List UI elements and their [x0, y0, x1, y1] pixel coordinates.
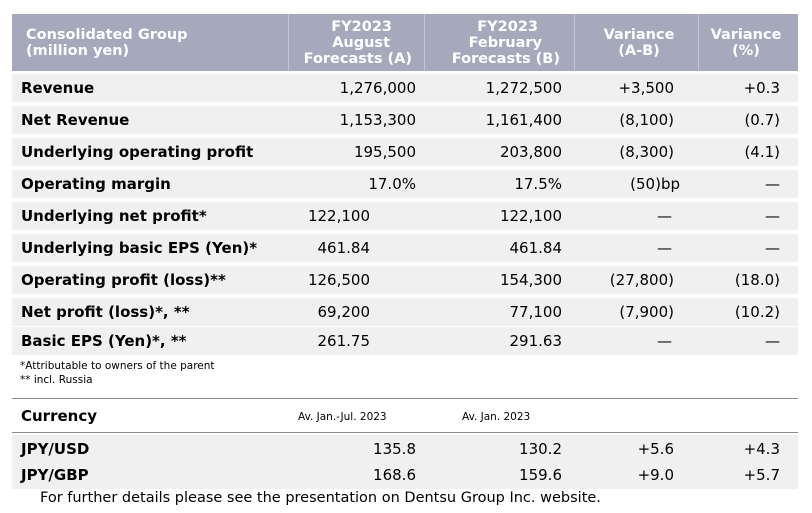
cell-variance-pct: +0.3: [743, 79, 780, 97]
cell-variance-pct: (4.1): [744, 143, 780, 161]
footer-note: For further details please see the prese…: [40, 490, 601, 506]
currency-period-august: Av. Jan.-Jul. 2023: [298, 411, 387, 423]
cell-february: 159.6: [519, 466, 562, 484]
header-august-forecast: FY2023 August Forecasts (A): [303, 18, 412, 67]
currency-period-february: Av. Jan. 2023: [462, 411, 531, 423]
header-divider: [288, 14, 289, 71]
footnote: *Attributable to owners of the parent: [20, 360, 215, 372]
section-divider: [12, 398, 798, 399]
cell-february: 1,161,400: [485, 111, 562, 129]
currency-row: JPY/GBP 168.6 159.6 +9.0 +5.7: [12, 461, 798, 489]
table-row: Operating profit (loss)** 126,500 154,30…: [12, 266, 798, 294]
header-group-label: Consolidated Group (million yen): [26, 26, 188, 59]
cell-variance: (8,300): [619, 143, 674, 161]
row-label: Underlying operating profit: [21, 143, 254, 161]
table-row: Revenue 1,276,000 1,272,500 +3,500 +0.3: [12, 74, 798, 102]
cell-february: 17.5%: [514, 175, 562, 193]
cell-variance-pct: (0.7): [744, 111, 780, 129]
cell-variance: +3,500: [618, 79, 674, 97]
currency-row: JPY/USD 135.8 130.2 +5.6 +4.3: [12, 435, 798, 463]
table-row: Basic EPS (Yen)*, ** 261.75 291.63 — —: [12, 327, 798, 355]
cell-august: 461.84: [317, 239, 371, 257]
table-row: Underlying net profit* 122,100 122,100 —…: [12, 202, 798, 230]
header-divider: [574, 14, 575, 71]
header-variance-amount: Variance (A-B): [603, 26, 675, 59]
table-row: Net profit (loss)*, ** 69,200 77,100 (7,…: [12, 298, 798, 326]
cell-august: 1,153,300: [339, 111, 416, 129]
row-label: Operating margin: [21, 175, 171, 193]
header-february-forecast: FY2023 February Forecasts (B): [451, 18, 560, 67]
cell-february: 291.63: [509, 332, 563, 350]
cell-variance: (27,800): [609, 271, 674, 289]
row-label: Basic EPS (Yen)*, **: [21, 332, 187, 350]
cell-variance: (8,100): [619, 111, 674, 129]
cell-august: 122,100: [307, 207, 370, 225]
cell-february: 77,100: [509, 303, 563, 321]
row-label: Underlying basic EPS (Yen)*: [21, 239, 258, 257]
row-label: Net profit (loss)*, **: [21, 303, 190, 321]
cell-august: 1,276,000: [339, 79, 416, 97]
footnotes: *Attributable to owners of the parent **…: [20, 359, 215, 387]
cell-august: 126,500: [307, 271, 370, 289]
header-divider: [698, 14, 699, 71]
footnote: ** incl. Russia: [20, 374, 93, 386]
table-row: Operating margin 17.0% 17.5% (50)bp —: [12, 170, 798, 198]
row-label: Revenue: [21, 79, 95, 97]
row-label: Operating profit (loss)**: [21, 271, 226, 289]
cell-variance-pct: (10.2): [734, 303, 780, 321]
cell-variance: (50)bp: [630, 175, 680, 193]
cell-august: 135.8: [373, 440, 416, 458]
cell-august: 17.0%: [368, 175, 416, 193]
table-header: Consolidated Group (million yen) FY2023 …: [12, 14, 798, 71]
cell-variance-pct: +5.7: [743, 466, 780, 484]
row-label: Underlying net profit*: [21, 207, 207, 225]
cell-february: 154,300: [499, 271, 562, 289]
header-variance-percent: Variance (%): [710, 26, 782, 59]
cell-variance-pct: +4.3: [743, 440, 780, 458]
row-label: JPY/USD: [21, 440, 90, 458]
cell-variance-pct: —: [765, 175, 780, 193]
table-row: Net Revenue 1,153,300 1,161,400 (8,100) …: [12, 106, 798, 134]
cell-august: 168.6: [373, 466, 416, 484]
table-row: Underlying operating profit 195,500 203,…: [12, 138, 798, 166]
row-label: Net Revenue: [21, 111, 130, 129]
currency-title: Currency: [21, 407, 98, 425]
cell-august: 195,500: [353, 143, 416, 161]
cell-variance: (7,900): [619, 303, 674, 321]
row-label: JPY/GBP: [21, 466, 89, 484]
section-divider: [12, 432, 798, 433]
cell-variance-pct: —: [765, 207, 780, 225]
cell-variance: +5.6: [637, 440, 674, 458]
cell-february: 1,272,500: [485, 79, 562, 97]
cell-variance: —: [657, 239, 672, 257]
cell-february: 130.2: [519, 440, 562, 458]
cell-february: 122,100: [499, 207, 562, 225]
cell-august: 261.75: [317, 332, 371, 350]
cell-variance: —: [657, 207, 672, 225]
cell-february: 461.84: [509, 239, 563, 257]
cell-variance-pct: (18.0): [734, 271, 780, 289]
cell-february: 203,800: [499, 143, 562, 161]
cell-variance: +9.0: [637, 466, 674, 484]
currency-header: Currency Av. Jan.-Jul. 2023 Av. Jan. 202…: [12, 402, 798, 430]
cell-variance: —: [657, 332, 672, 350]
cell-variance-pct: —: [765, 239, 780, 257]
header-divider: [424, 14, 425, 71]
cell-august: 69,200: [317, 303, 371, 321]
table-row: Underlying basic EPS (Yen)* 461.84 461.8…: [12, 234, 798, 262]
cell-variance-pct: —: [765, 332, 780, 350]
